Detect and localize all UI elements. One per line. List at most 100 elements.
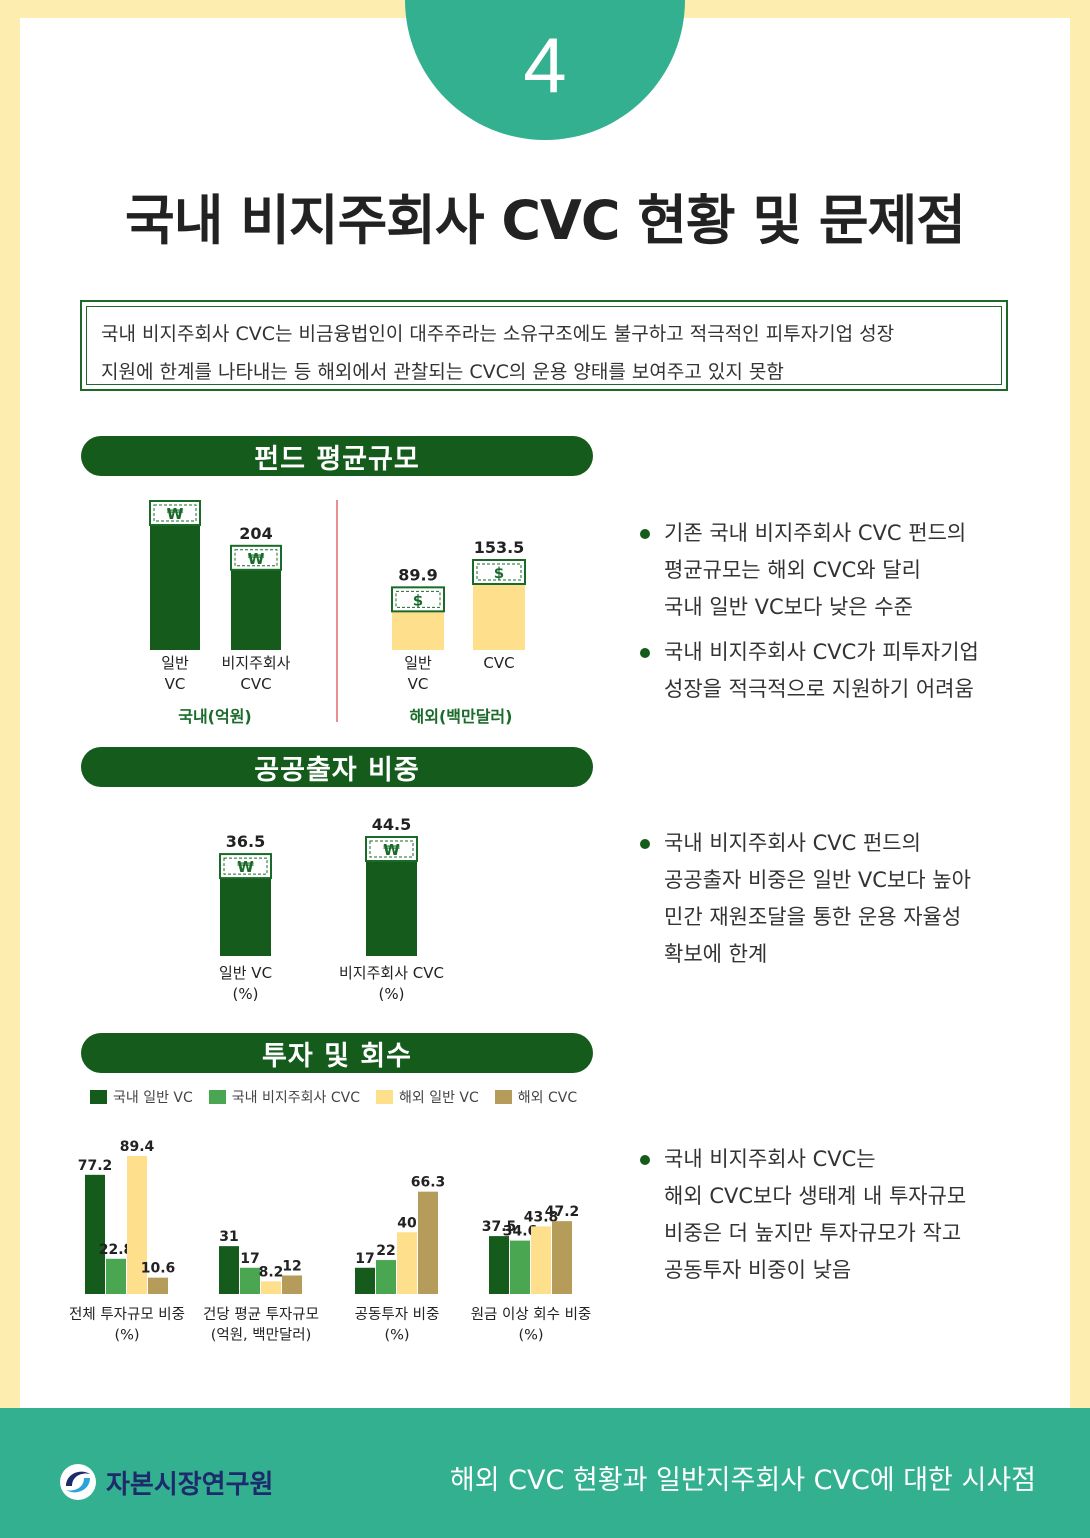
- won-bill-icon: ₩: [365, 836, 418, 862]
- section-number: 4: [523, 21, 567, 109]
- org-logo-icon: [60, 1464, 96, 1500]
- fund-value-label: 153.5: [474, 538, 525, 557]
- won-bill-icon: ₩: [219, 853, 272, 880]
- invest-value-label: 89.4: [120, 1139, 155, 1155]
- invest-value-label: 37.5: [482, 1219, 517, 1235]
- legend-swatch: [375, 1090, 393, 1104]
- invest-bar-3-2: [531, 1226, 551, 1294]
- note-line: 국내 비지주회사 CVC는: [664, 1147, 876, 1171]
- note-bullet: 국내 비지주회사 CVC 펀드의 공공출자 비중은 일반 VC보다 높아 민간 재원…: [640, 825, 1060, 973]
- invest-bar-0-0: [85, 1174, 105, 1294]
- dollar-bill-icon-symbol: $: [413, 591, 423, 609]
- legend-item: 국내 비지주회사 CVC: [208, 1087, 360, 1107]
- invest-bar-0-3: [148, 1277, 168, 1294]
- footer-bar: 자본시장연구원 해외 CVC 현황과 일반지주회사 CVC에 대한 시사점: [0, 1408, 1090, 1538]
- invest-category-label-line-1: 전체 투자규모 비중: [69, 1306, 185, 1323]
- legend-item: 해외 CVC: [494, 1087, 578, 1107]
- invest-value-label: 40: [397, 1215, 417, 1231]
- note-line: 공공출자 비중은 일반 VC보다 높아: [664, 868, 971, 892]
- fund-group-label: 해외(백만달러): [410, 707, 513, 726]
- fund-category-label-line-1: 일반: [404, 654, 432, 672]
- won-bill-icon: ₩: [230, 544, 282, 571]
- note-line: 확보에 한계: [664, 942, 768, 966]
- dollar-bill-icon-border: [476, 563, 522, 581]
- note-line: 평균규모는 해외 CVC와 달리: [664, 558, 921, 582]
- won-bill-icon-border: [234, 549, 278, 567]
- won-bill-icon-border: [369, 840, 414, 858]
- intro-box: 국내 비지주회사 CVC는 비금융법인이 대주주라는 소유구조에도 불구하고 적…: [80, 300, 1008, 391]
- legend-swatch: [90, 1090, 107, 1104]
- invest-category-label-line-1: 건당 평균 투자규모: [203, 1306, 319, 1323]
- section-header-public-share: 공공출자 비중: [81, 747, 593, 787]
- invest-value-label: 31: [219, 1229, 238, 1245]
- note-line: 성장을 적극적으로 지원하기 어려움: [664, 677, 974, 701]
- fund-category-label-line-1: 비지주회사: [221, 654, 290, 672]
- public-category-label-line-2: (%): [233, 985, 259, 1003]
- invest-category-label-line-1: 공동투자 비중: [355, 1306, 440, 1323]
- investment-legend: 국내 일반 VC 국내 비지주회사 CVC 해외 일반 VC 해외 CVC: [90, 1087, 577, 1107]
- fund-category-label-line-2: CVC: [240, 675, 271, 693]
- fund-size-notes: 기존 국내 비지주회사 CVC 펀드의 평균규모는 해외 CVC와 달리 국내 일반…: [640, 515, 1060, 716]
- public-category-label-line-1: 일반 VC: [219, 964, 272, 982]
- legend-swatch: [208, 1090, 226, 1104]
- dollar-bill-icon: $: [472, 559, 526, 585]
- invest-value-label: 10.6: [141, 1261, 176, 1277]
- dollar-bill-icon-border: [395, 590, 441, 608]
- invest-bar-1-3: [282, 1275, 302, 1294]
- dollar-bill-icon-symbol: $: [494, 564, 504, 582]
- invest-bar-3-0: [489, 1236, 509, 1294]
- invest-bar-0-2: [127, 1156, 147, 1294]
- invest-category-label-line-2: (%): [114, 1328, 139, 1344]
- legend-label: 국내 일반 VC: [113, 1090, 193, 1106]
- invest-value-label: 43.8: [524, 1209, 559, 1225]
- note-line: 국내 비지주회사 CVC가 피투자기업: [664, 640, 979, 664]
- invest-value-label: 12: [282, 1258, 301, 1274]
- invest-bar-3-1: [510, 1240, 530, 1294]
- invest-value-label: 22.8: [99, 1242, 134, 1258]
- fund-value-label: 204: [239, 524, 272, 543]
- fund-category-label-line-2: VC: [408, 675, 429, 693]
- invest-value-label: 8.2: [259, 1264, 284, 1280]
- invest-bar-3-3: [552, 1221, 572, 1294]
- org-logo: 자본시장연구원: [58, 1462, 273, 1502]
- won-bill-icon-symbol: ₩: [383, 841, 400, 859]
- intro-line-2: 지원에 한계를 나타내는 등 해외에서 관찰되는 CVC의 운용 양태를 보여주…: [101, 361, 784, 383]
- org-name: 자본시장연구원: [106, 1469, 274, 1500]
- public-share-notes: 국내 비지주회사 CVC 펀드의 공공출자 비중은 일반 VC보다 높아 민간 재원…: [640, 825, 1060, 981]
- fund-category-label: CVC: [483, 654, 514, 672]
- fund-size-chart: ₩318일반VC₩204비지주회사CVC국내(억원)$89.9일반VC$153.…: [149, 500, 526, 726]
- public-category-label-line-1: 비지주회사 CVC: [339, 964, 444, 982]
- invest-value-label: 17: [355, 1251, 374, 1267]
- public-value-label: 44.5: [372, 815, 411, 834]
- note-line: 비중은 더 높지만 투자규모가 작고: [664, 1221, 962, 1245]
- fund-category-label-line-1: 일반: [161, 654, 189, 672]
- public-value-label: 36.5: [226, 832, 265, 851]
- won-bill-icon-border: [153, 504, 197, 522]
- investment-chart: 77.222.889.410.6전체 투자규모 비중(%)31178.212건당…: [69, 1139, 592, 1344]
- note-line: 민간 재원조달을 통한 운용 자율성: [664, 905, 962, 929]
- legend-swatch: [494, 1090, 512, 1104]
- fund-bar-1-1: [473, 584, 525, 650]
- note-line: 국내 일반 VC보다 낮은 수준: [664, 595, 913, 619]
- note-line: 공동투자 비중이 낮음: [664, 1258, 852, 1282]
- invest-value-label: 34.6: [503, 1224, 538, 1240]
- note-line: 해외 CVC보다 생태계 내 투자규모: [664, 1184, 967, 1208]
- dollar-bill-icon: $: [391, 586, 445, 613]
- invest-category-label-line-2: (억원, 백만달러): [211, 1327, 312, 1344]
- legend-label: 해외 CVC: [517, 1090, 578, 1106]
- invest-value-label: 17: [240, 1251, 259, 1267]
- invest-bar-1-0: [219, 1246, 239, 1294]
- invest-bar-2-2: [397, 1232, 417, 1294]
- section-header-fund-size: 펀드 평균규모: [81, 436, 593, 476]
- invest-bar-2-0: [355, 1267, 375, 1294]
- legend-label: 해외 일반 VC: [398, 1090, 479, 1106]
- invest-category-label-line-2: (%): [384, 1328, 409, 1344]
- won-bill-icon-symbol: ₩: [167, 505, 184, 523]
- legend-item: 해외 일반 VC: [375, 1087, 479, 1107]
- invest-category-label-line-1: 원금 이상 회수 비중: [471, 1306, 592, 1323]
- note-bullet: 기존 국내 비지주회사 CVC 펀드의 평균규모는 해외 CVC와 달리 국내 일반…: [640, 515, 1060, 626]
- invest-bar-1-1: [240, 1267, 260, 1294]
